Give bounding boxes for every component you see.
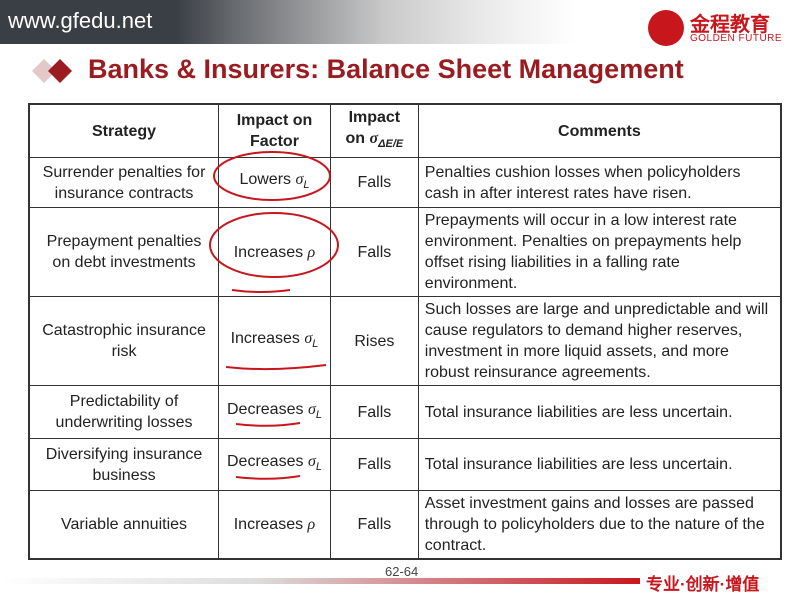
table-cell: Falls [329,207,419,297]
math-symbol: σ [304,329,313,347]
table-cell: Increases ρ [218,207,331,297]
table-cell: Catastrophic insurance risk [28,296,220,386]
table-row: Predictability of underwriting losses Dec… [28,385,782,439]
table-row: Prepayment penalties on debt investments… [28,207,782,297]
math-symbol: σ [307,453,316,470]
logo-emblem [648,10,684,46]
cell-text: Increases [233,243,304,261]
column-header: Impact on Factor [218,103,331,158]
column-header: Comments [417,103,782,158]
column-header: Strategy [28,103,220,158]
strategy-table: Strategy Impact on Factor Impact on σΔE/E C… [28,103,782,560]
column-header: Impact on σΔE/E [329,103,419,158]
table-row: Surrender penalties for insurance contra… [28,157,782,208]
math-subscript: L [315,408,322,421]
table-cell: Asset investment gains and losses are pa… [417,490,782,560]
table-row: Diversifying insurance business Decreases… [28,438,782,491]
table-cell: Such losses are large and unpredictable … [417,296,782,386]
math-subscript: ΔE/E [378,138,404,150]
math-subscript: L [303,179,310,191]
table-cell: Total insurance liabilities are less unc… [417,438,782,491]
table-cell: Falls [329,157,419,208]
table-cell: Falls [329,438,419,491]
math-symbol: ρ [307,243,316,261]
math-subscript: L [315,461,322,473]
page-number: 62-64 [385,564,419,579]
logo-subtitle: GOLDEN FUTURE [690,33,783,44]
cell-text: Lowers [239,171,292,188]
header-row: Strategy Impact on Factor Impact on σΔE/E C… [28,103,782,158]
math-symbol: ρ [307,516,316,533]
math-symbol: σ [307,400,316,418]
footer-bar [0,578,640,584]
table-cell: Predictability of underwriting losses [28,385,220,439]
slide-title: Banks & Insurers: Balance Sheet Manageme… [88,54,684,84]
math-subscript: L [312,337,319,350]
table-cell: Decreases σL [218,438,331,491]
table-cell: Falls [329,385,419,439]
cell-text: Impact on [345,109,401,147]
table-row: Variable annuities Increases ρ Falls Asset … [28,490,782,560]
table-cell: Prepayment penalties on debt investments [28,207,220,297]
site-url: www.gfedu.net [8,8,153,33]
math-symbol: σ [369,130,379,147]
table-cell: Surrender penalties for insurance contra… [28,157,220,208]
table-cell: Total insurance liabilities are less unc… [417,385,782,439]
table-cell: Penalties cushion losses when policyhold… [417,157,782,208]
cell-text: Decreases [227,400,304,418]
logo-name: 金程教育 [690,14,770,36]
table-cell: Decreases σL [218,385,331,439]
table-cell: Prepayments will occur in a low interest… [417,207,782,297]
cell-text: Increases [233,516,304,533]
table-cell: Diversifying insurance business [28,438,220,491]
table-cell: Increases σL [218,296,331,386]
cell-text: Decreases [227,453,304,470]
table-row: Catastrophic insurance risk Increases σL R… [28,296,782,386]
table-cell: Lowers σL [218,157,331,208]
title-bullet [32,59,72,83]
cell-text: Increases [230,329,300,347]
table-cell: Rises [329,296,419,386]
footer-slogan: 专业·创新·增值 [646,575,760,594]
table-cell: Variable annuities [28,490,220,560]
table-cell: Increases ρ [218,490,331,560]
table-cell: Falls [329,490,419,560]
